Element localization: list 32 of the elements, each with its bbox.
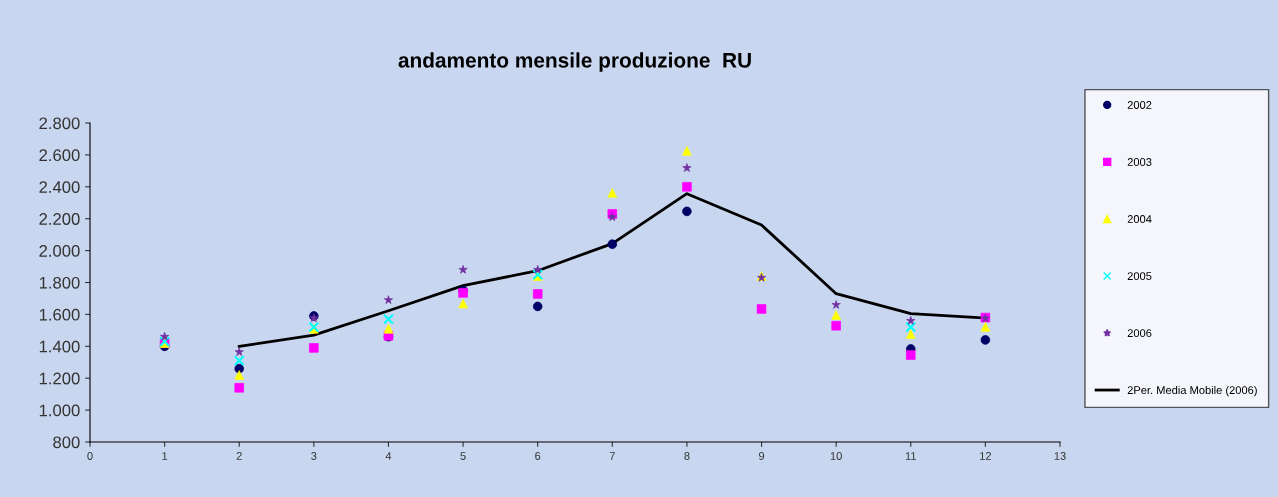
x-tick-label: 0 [87, 452, 93, 460]
y-tick-label: 1.800 [39, 276, 80, 289]
y-tick-label: 1.600 [39, 308, 80, 321]
chart-title: andamento mensile produzione RU [398, 52, 751, 72]
x-tick-label: 3 [311, 452, 317, 460]
legend-label: 2004 [1127, 215, 1152, 223]
legend-label: 2003 [1127, 158, 1152, 166]
x-tick-label: 7 [609, 452, 615, 460]
legend-label: 2002 [1127, 101, 1152, 109]
y-tick-label: 1.400 [39, 340, 80, 353]
x-tick-label: 12 [980, 452, 992, 460]
x-tick-label: 8 [684, 452, 690, 460]
y-tick-label: 2.800 [39, 117, 80, 130]
legend-label: 2Per. Media Mobile (2006) [1127, 385, 1257, 397]
legend-label: 2006 [1127, 329, 1152, 338]
legend-label: 2005 [1127, 272, 1152, 280]
y-tick-label: 1.200 [39, 372, 80, 385]
y-tick-label: 1.000 [39, 404, 80, 417]
x-tick-label: 5 [460, 452, 466, 460]
y-tick-label: 800 [53, 436, 80, 449]
y-tick-label: 2.200 [39, 213, 80, 225]
x-tick-label: 1 [162, 452, 168, 460]
x-tick-label: 9 [758, 452, 765, 460]
x-tick-label: 11 [905, 452, 916, 460]
x-tick-label: 4 [385, 452, 392, 460]
x-tick-label: 10 [830, 452, 842, 460]
y-tick-label: 2.400 [39, 181, 80, 193]
x-tick-label: 6 [535, 452, 541, 460]
x-tick-label: 13 [1054, 452, 1066, 460]
x-tick-label: 2 [236, 452, 242, 460]
y-tick-label: 2.600 [39, 149, 80, 162]
y-tick-label: 2.000 [39, 245, 80, 257]
